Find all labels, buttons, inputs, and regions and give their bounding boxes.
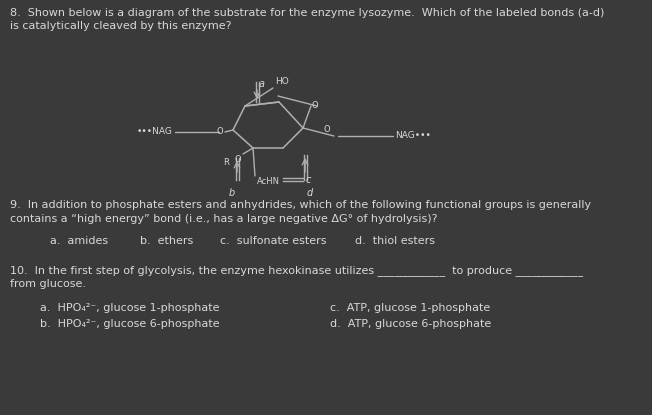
- Text: O: O: [312, 102, 319, 110]
- Text: c.  ATP, glucose 1-phosphate: c. ATP, glucose 1-phosphate: [330, 303, 490, 313]
- Text: d: d: [307, 188, 313, 198]
- Text: O: O: [234, 155, 241, 164]
- Text: b.  HPO₄²⁻, glucose 6-phosphate: b. HPO₄²⁻, glucose 6-phosphate: [40, 319, 220, 329]
- Text: 8.  Shown below is a diagram of the substrate for the enzyme lysozyme.  Which of: 8. Shown below is a diagram of the subst…: [10, 8, 604, 31]
- Text: c.  sulfonate esters: c. sulfonate esters: [220, 236, 327, 246]
- Text: AcHN: AcHN: [257, 177, 280, 186]
- Text: d.  thiol esters: d. thiol esters: [355, 236, 435, 246]
- Text: O: O: [324, 125, 331, 134]
- Text: d.  ATP, glucose 6-phosphate: d. ATP, glucose 6-phosphate: [330, 319, 491, 329]
- Text: b: b: [229, 188, 235, 198]
- Text: b.  ethers: b. ethers: [140, 236, 193, 246]
- Text: O: O: [216, 127, 223, 137]
- Text: contains a “high energy” bond (i.e., has a large negative ΔG° of hydrolysis)?: contains a “high energy” bond (i.e., has…: [10, 214, 437, 224]
- Text: a.  HPO₄²⁻, glucose 1-phosphate: a. HPO₄²⁻, glucose 1-phosphate: [40, 303, 220, 313]
- Text: from glucose.: from glucose.: [10, 279, 86, 289]
- Text: •••NAG: •••NAG: [137, 127, 173, 137]
- Text: R: R: [223, 158, 229, 167]
- Text: 9.  In addition to phosphate esters and anhydrides, which of the following funct: 9. In addition to phosphate esters and a…: [10, 200, 591, 210]
- Text: NAG•••: NAG•••: [395, 132, 431, 141]
- Text: 10.  In the first step of glycolysis, the enzyme hexokinase utilizes ___________: 10. In the first step of glycolysis, the…: [10, 265, 583, 276]
- Text: HO: HO: [275, 77, 289, 86]
- Text: c: c: [306, 175, 312, 185]
- Text: a: a: [259, 79, 265, 89]
- Text: a.  amides: a. amides: [50, 236, 108, 246]
